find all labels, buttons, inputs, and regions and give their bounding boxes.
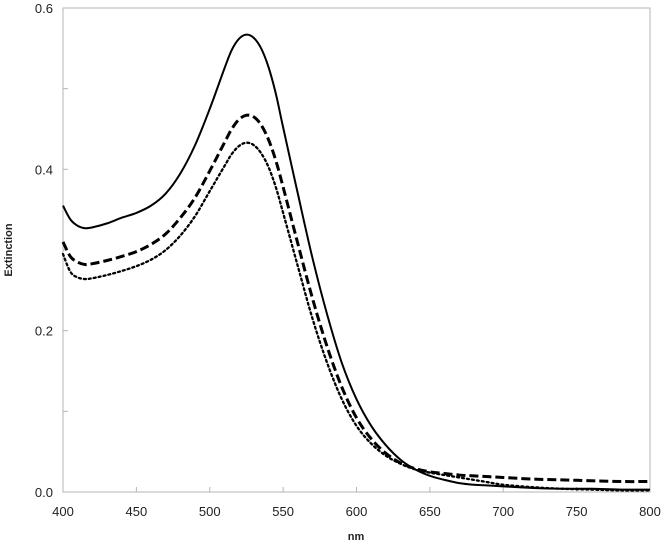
x-tick-label: 450	[126, 504, 148, 519]
series-line-dashed	[61, 113, 651, 484]
x-tick-label: 800	[639, 504, 661, 519]
series-line-solid	[62, 33, 651, 491]
y-tick-label: 0.2	[35, 324, 53, 339]
x-tick-label: 700	[492, 504, 514, 519]
plot-area-frame	[62, 7, 651, 493]
y-axis-ticks: 0.0 0.2 0.4 0.6	[35, 1, 68, 500]
y-tick-label: 0.4	[35, 162, 53, 177]
series-line-dotted	[61, 141, 652, 492]
x-tick-label: 550	[272, 504, 294, 519]
series-layer	[61, 33, 652, 492]
x-tick-label: 650	[419, 504, 441, 519]
x-tick-label: 750	[566, 504, 588, 519]
y-tick-label: 0.0	[35, 485, 53, 500]
x-tick-label: 400	[52, 504, 74, 519]
y-tick-label: 0.6	[35, 1, 53, 16]
x-tick-label: 600	[346, 504, 368, 519]
y-axis-title: Extinction	[3, 223, 15, 276]
x-axis-ticks: 400 450 500 550 600 650 700 750 800	[52, 487, 661, 519]
x-axis-title: nm	[348, 531, 365, 543]
x-tick-label: 500	[199, 504, 221, 519]
